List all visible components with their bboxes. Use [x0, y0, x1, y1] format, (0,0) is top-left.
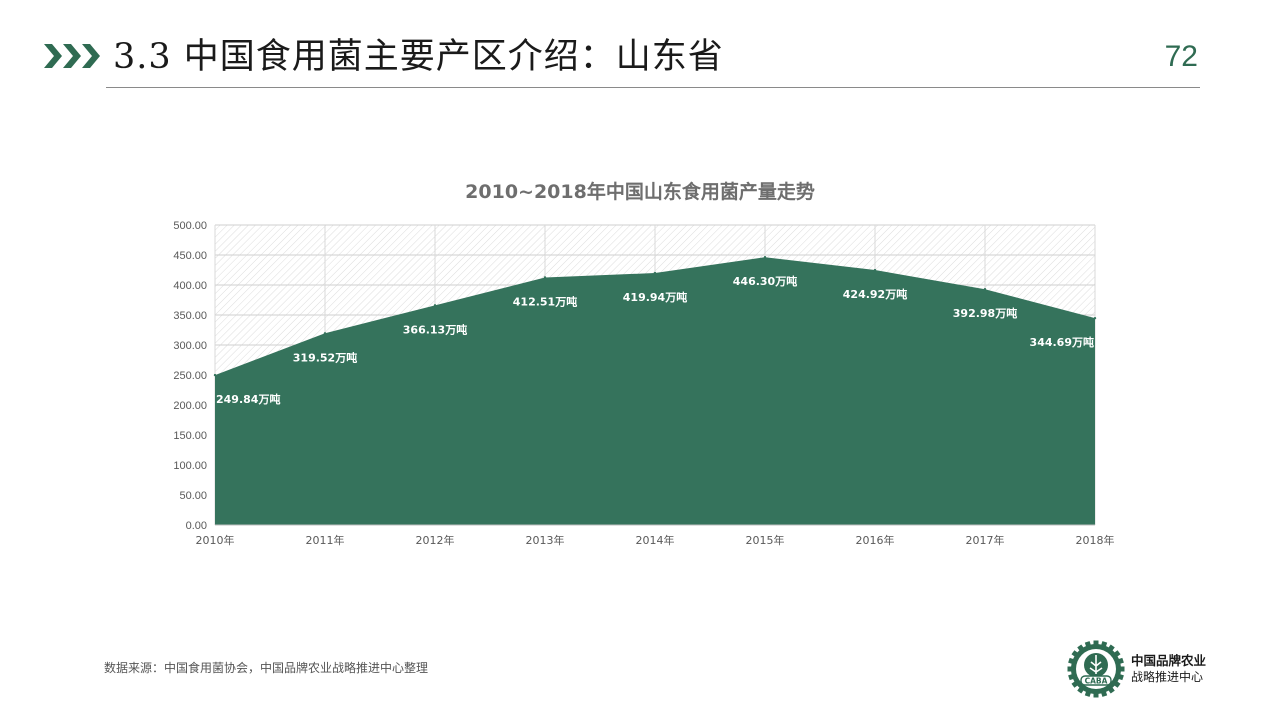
data-label: 419.94万吨	[623, 290, 687, 304]
x-tick-label: 2010年	[196, 533, 235, 547]
area-series	[215, 257, 1095, 525]
data-label: 424.92万吨	[843, 287, 907, 301]
data-point	[433, 304, 437, 307]
y-tick-label: 0.00	[186, 520, 207, 532]
chart-title: 2010~2018年中国山东食用菌产量走势	[465, 181, 815, 203]
x-tick-label: 2016年	[856, 533, 895, 547]
data-label: 344.69万吨	[1030, 335, 1094, 349]
data-label: 249.84万吨	[216, 392, 280, 406]
data-point	[653, 271, 657, 275]
logo-badge: CABA	[1085, 676, 1108, 685]
title-divider	[106, 87, 1200, 88]
organization-name: 中国品牌农业 战略推进中心	[1131, 653, 1206, 685]
x-tick-label: 2014年	[636, 533, 675, 547]
data-label: 392.98万吨	[953, 306, 1017, 320]
x-tick-label: 2013年	[526, 533, 565, 547]
y-tick-label: 250.00	[173, 370, 207, 382]
y-tick-label: 350.00	[173, 310, 207, 322]
y-tick-label: 450.00	[173, 250, 207, 262]
data-label: 412.51万吨	[513, 294, 577, 308]
area-chart: 249.84万吨 319.52万吨 366.13万吨 412.51万吨 419.94万吨…	[173, 220, 1115, 547]
y-tick-label: 50.00	[179, 490, 207, 502]
y-tick-label: 200.00	[173, 400, 207, 412]
y-tick-label: 500.00	[173, 220, 207, 232]
x-tick-label: 2011年	[306, 533, 345, 547]
y-tick-label: 100.00	[173, 460, 207, 472]
data-point	[763, 256, 767, 259]
data-point	[323, 332, 327, 335]
x-tick-label: 2017年	[966, 533, 1005, 547]
y-tick-label: 150.00	[173, 430, 207, 442]
data-point	[873, 268, 877, 272]
organization-name-line2: 战略推进中心	[1131, 670, 1204, 684]
x-tick-label: 2012年	[416, 533, 455, 547]
page-number: 72	[1164, 40, 1198, 73]
x-tick-label: 2018年	[1076, 533, 1115, 547]
chevron-right-icon	[44, 44, 100, 68]
data-label: 446.30万吨	[733, 274, 797, 288]
data-point	[543, 276, 547, 279]
organization-name-line1: 中国品牌农业	[1131, 653, 1207, 668]
data-point	[983, 288, 987, 291]
data-point	[213, 373, 217, 377]
x-tick-label: 2015年	[746, 533, 785, 547]
y-tick-label: 300.00	[173, 340, 207, 352]
page-title: 3.3 中国食用菌主要产区介绍：山东省	[113, 37, 724, 77]
data-label: 319.52万吨	[293, 350, 357, 364]
data-point	[1093, 316, 1097, 320]
caba-logo: CABA	[1067, 640, 1125, 698]
y-tick-label: 400.00	[173, 280, 207, 292]
data-source-note: 数据来源：中国食用菌协会，中国品牌农业战略推进中心整理	[104, 661, 429, 675]
data-label: 366.13万吨	[403, 322, 467, 336]
